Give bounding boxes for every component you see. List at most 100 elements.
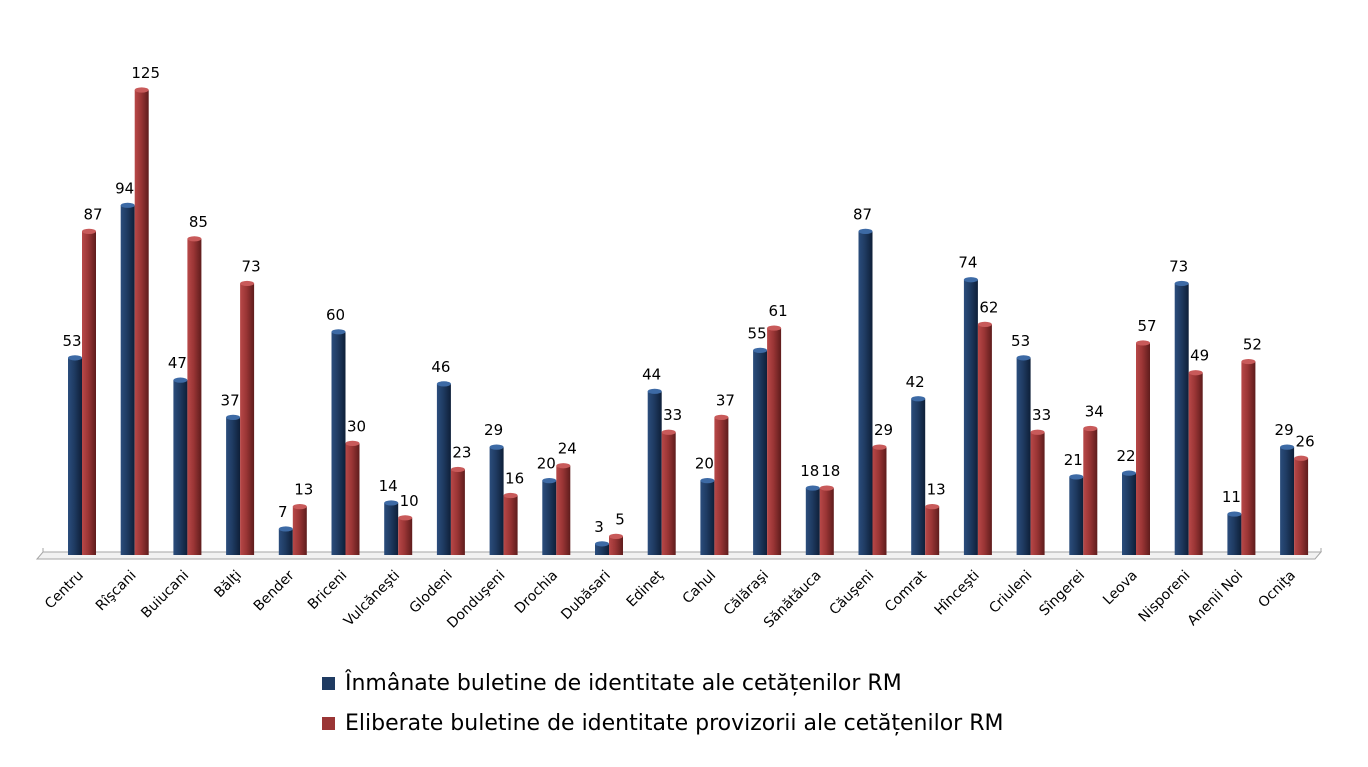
bar-2-1 — [134, 87, 149, 555]
value-label-2-9: 24 — [558, 440, 577, 458]
legend-item-series-2: Eliberate buletine de identitate provizo… — [322, 708, 1003, 738]
bar-1-23 — [1280, 444, 1295, 555]
bar-2-5 — [345, 440, 360, 555]
category-label-0: Centru — [42, 568, 87, 613]
value-label-1-3: 37 — [221, 391, 240, 409]
bar-2-23 — [1294, 455, 1309, 555]
category-label-2: Buiucani — [138, 568, 192, 622]
value-label-2-2: 85 — [189, 213, 208, 231]
bar-2-3 — [240, 280, 255, 555]
category-label-20: Leova — [1100, 568, 1141, 609]
value-label-2-7: 23 — [452, 443, 471, 461]
value-label-1-14: 18 — [800, 462, 819, 480]
bar-1-4 — [278, 526, 293, 555]
category-label-19: Sîngerei — [1036, 568, 1088, 620]
category-label-7: Glodeni — [407, 568, 456, 617]
bar-2-7 — [450, 466, 465, 555]
value-label-1-13: 55 — [748, 324, 767, 342]
category-label-4: Bender — [251, 567, 298, 614]
value-label-2-5: 30 — [347, 417, 366, 435]
legend-label-series-2: Eliberate buletine de identitate provizo… — [345, 710, 1004, 736]
category-label-14: Sănătăuca — [761, 568, 825, 632]
legend-item-series-1: Înmânate buletine de identitate ale cetă… — [322, 668, 1003, 698]
category-label-9: Drochia — [512, 568, 561, 617]
category-label-18: Criuleni — [986, 568, 1035, 617]
bar-1-9 — [542, 478, 557, 555]
value-label-2-6: 10 — [400, 492, 419, 510]
bar-2-8 — [503, 492, 518, 555]
value-label-2-19: 34 — [1085, 403, 1104, 421]
bar-2-2 — [187, 236, 202, 556]
value-label-1-20: 22 — [1116, 447, 1135, 465]
bar-1-14 — [805, 485, 820, 555]
value-label-1-19: 21 — [1064, 451, 1083, 469]
bar-1-20 — [1122, 470, 1136, 555]
value-label-2-22: 52 — [1243, 336, 1262, 354]
category-label-11: Edineţ — [624, 567, 667, 610]
value-label-1-23: 29 — [1275, 421, 1294, 439]
bar-1-7 — [436, 381, 451, 555]
value-label-2-1: 125 — [131, 64, 160, 82]
value-label-1-12: 20 — [695, 455, 714, 473]
value-label-2-10: 5 — [615, 510, 625, 528]
value-label-2-14: 18 — [821, 462, 840, 480]
value-label-1-2: 47 — [168, 354, 187, 372]
bar-1-3 — [226, 414, 241, 555]
value-label-2-8: 16 — [505, 469, 524, 487]
category-label-5: Briceni — [305, 568, 350, 613]
value-label-1-11: 44 — [642, 365, 661, 383]
value-label-2-3: 73 — [242, 257, 261, 275]
bar-2-16 — [925, 504, 940, 555]
category-label-15: Căuşeni — [826, 568, 877, 619]
bar-1-16 — [911, 396, 926, 555]
bar-2-17 — [977, 321, 992, 555]
bar-1-2 — [173, 377, 188, 555]
bar-1-11 — [647, 388, 662, 555]
bar-1-12 — [700, 478, 715, 555]
value-label-2-16: 13 — [927, 481, 946, 499]
value-label-1-9: 20 — [537, 455, 556, 473]
value-labels-layer: 5387941254785377371360301410462329162024… — [62, 64, 1314, 536]
bar-1-1 — [120, 202, 135, 555]
bar-2-4 — [292, 504, 307, 555]
value-label-2-11: 33 — [663, 406, 682, 424]
bar-2-21 — [1188, 370, 1203, 555]
value-label-1-6: 14 — [379, 477, 398, 495]
value-label-1-5: 60 — [326, 306, 345, 324]
value-label-1-22: 11 — [1222, 488, 1241, 506]
category-label-10: Dubăsari — [558, 568, 614, 624]
bar-1-18 — [1016, 355, 1031, 555]
category-label-16: Comrat — [882, 567, 930, 615]
bar-2-18 — [1030, 429, 1045, 555]
bar-1-8 — [489, 444, 504, 555]
value-label-1-1: 94 — [115, 179, 134, 197]
category-label-12: Cahul — [680, 568, 720, 608]
bars-layer — [68, 87, 1309, 556]
bar-1-22 — [1227, 511, 1242, 555]
value-label-2-0: 87 — [83, 205, 102, 223]
value-label-1-16: 42 — [906, 373, 925, 391]
bar-2-19 — [1083, 425, 1098, 555]
value-label-2-20: 57 — [1137, 317, 1156, 335]
bar-1-10 — [595, 541, 609, 555]
bar-2-6 — [398, 515, 413, 555]
category-label-3: Bălţi — [211, 568, 245, 602]
value-label-2-18: 33 — [1032, 406, 1051, 424]
value-label-1-0: 53 — [62, 332, 81, 350]
value-label-1-10: 3 — [594, 518, 604, 536]
legend-label-series-1: Înmânate buletine de identitate ale cetă… — [345, 670, 902, 696]
value-label-2-12: 37 — [716, 391, 735, 409]
bar-1-13 — [753, 347, 768, 555]
bar-1-21 — [1174, 280, 1189, 555]
category-label-13: Călăraşi — [721, 568, 772, 619]
value-label-1-4: 7 — [278, 503, 288, 521]
value-label-2-4: 13 — [294, 481, 313, 499]
bar-2-14 — [819, 485, 834, 555]
bar-2-12 — [714, 414, 729, 555]
bar-1-6 — [384, 500, 399, 555]
bar-1-5 — [331, 329, 346, 555]
bar-1-0 — [68, 355, 82, 555]
bar-2-13 — [767, 325, 782, 555]
